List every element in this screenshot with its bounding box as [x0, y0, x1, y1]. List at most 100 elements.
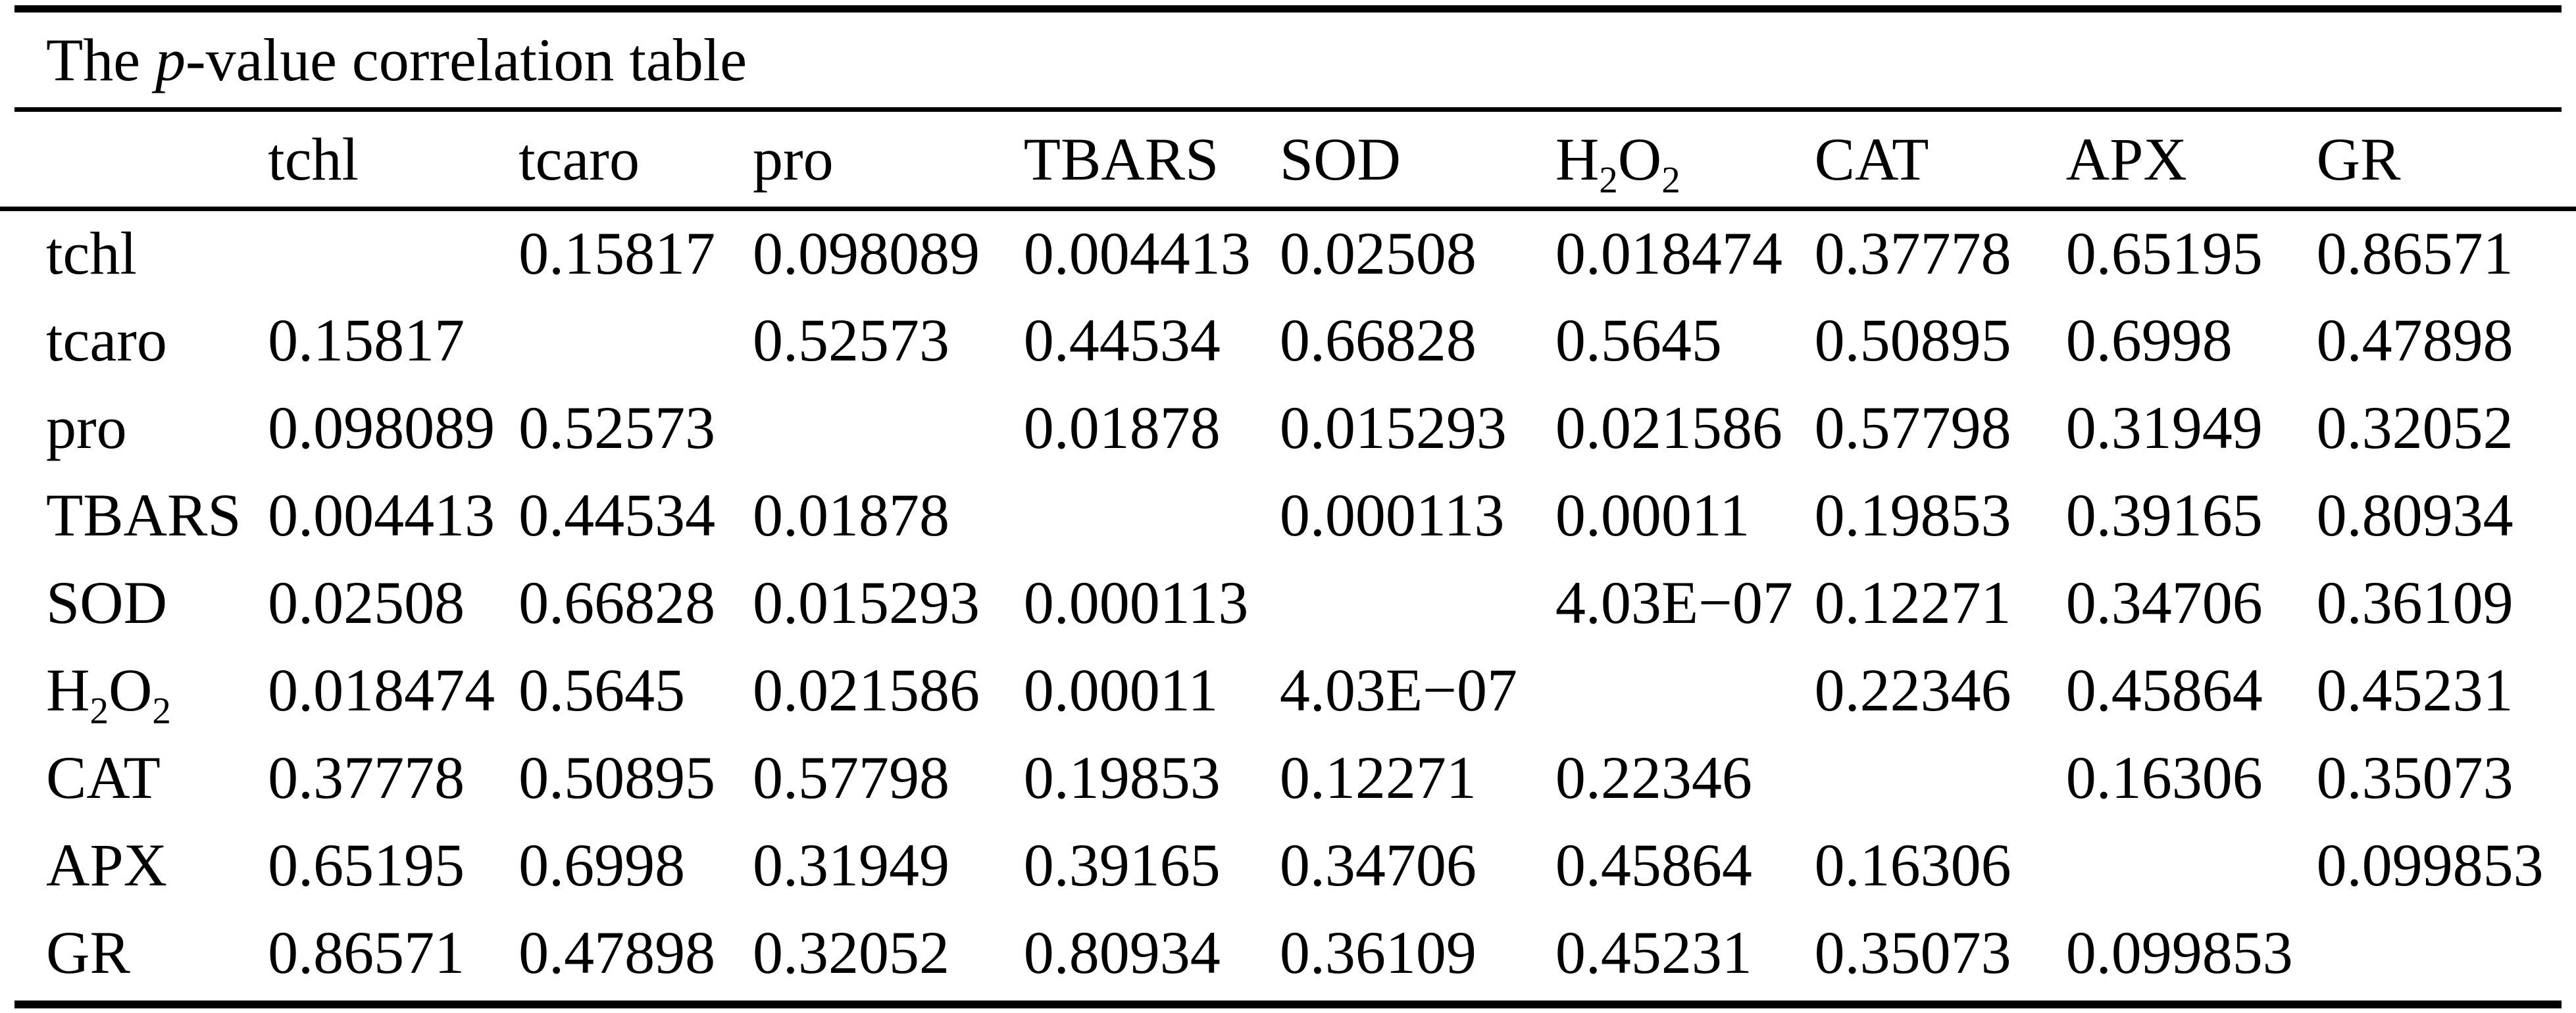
table-cell: 0.37778: [1814, 220, 2011, 287]
table-cell: 0.39165: [1023, 831, 1221, 899]
label-text: GR: [46, 918, 130, 986]
title-segment: The: [46, 26, 156, 93]
table-cell: 0.098089: [752, 220, 980, 287]
subscript: 2: [152, 689, 171, 731]
column-header: APX: [2066, 112, 2317, 209]
column-header: SOD: [1280, 112, 1555, 209]
table-cell: 0.86571: [268, 918, 465, 986]
row-label: SOD: [0, 558, 268, 646]
title-italic-segment: p: [155, 26, 186, 93]
table-cell: 0.65195: [2065, 220, 2263, 287]
table-cell: 0.5645: [1555, 306, 1722, 374]
table-cell: 0.31949: [752, 831, 949, 899]
table-cell: [518, 296, 753, 383]
table-cell: 4.03E−07: [1555, 568, 1793, 636]
label-text: APX: [46, 831, 168, 899]
table-body: tchl 0.15817 0.098089 0.004413 0.02508 0.0184…: [0, 209, 2576, 996]
table-header-row: tchl tcaro pro TBARS SOD H2O2 CAT APX GR: [0, 112, 2576, 209]
table-row: GR 0.86571 0.47898 0.32052 0.80934 0.36109 0.4…: [0, 908, 2576, 996]
top-rule: [14, 5, 2562, 12]
label-text: tchl: [268, 125, 359, 193]
table-cell: 0.099853: [2316, 831, 2544, 899]
row-label: APX: [0, 821, 268, 908]
table-cell: 0.12271: [1279, 743, 1477, 811]
row-label: TBARS: [0, 471, 268, 558]
table-cell: 0.37778: [268, 743, 465, 811]
label-text: pro: [752, 125, 834, 193]
table-row: APX 0.65195 0.6998 0.31949 0.39165 0.34706 0.4…: [0, 821, 2576, 908]
bottom-rule: [14, 1001, 2562, 1008]
table-cell: 0.01878: [1023, 393, 1221, 461]
table-cell: 0.004413: [268, 481, 495, 549]
label-text: TBARS: [1023, 125, 1219, 193]
table-cell: 0.36109: [1279, 918, 1477, 986]
table-cell: 0.45231: [1555, 918, 1752, 986]
label-text: GR: [2316, 125, 2401, 193]
table-cell: 0.021586: [752, 656, 980, 724]
table-cell: 0.44534: [518, 481, 716, 549]
table-cell: 0.45864: [1555, 831, 1752, 899]
table-cell: 0.32052: [2316, 393, 2513, 461]
table-row: TBARS 0.004413 0.44534 0.01878 0.000113 0.000…: [0, 471, 2576, 558]
title-segment: -value correlation table: [186, 26, 747, 93]
label-text: O: [108, 656, 153, 724]
table-cell: 0.015293: [752, 568, 980, 636]
table-cell: 0.32052: [752, 918, 949, 986]
table-cell: 0.57798: [752, 743, 949, 811]
table-cell: 0.098089: [268, 393, 495, 461]
label-text: tchl: [46, 220, 137, 287]
table-cell: 0.36109: [2316, 568, 2513, 636]
table-row: pro 0.098089 0.52573 0.01878 0.015293 0.02158…: [0, 383, 2576, 471]
table-cell: 0.44534: [1023, 306, 1221, 374]
row-label: GR: [0, 908, 268, 996]
column-header: tcaro: [518, 112, 753, 209]
table-cell: 0.52573: [752, 306, 949, 374]
table-cell: 0.018474: [268, 656, 495, 724]
title-rule: [14, 107, 2562, 112]
table-cell: [1815, 733, 2066, 821]
table-cell: 0.80934: [1023, 918, 1221, 986]
row-label: CAT: [0, 733, 268, 821]
table-cell: 0.00011: [1023, 656, 1219, 724]
table-cell: 0.12271: [1814, 568, 2011, 636]
table-cell: [2066, 821, 2317, 908]
table-cell: [268, 209, 518, 296]
table-cell: 0.57798: [1814, 393, 2011, 461]
table-row: SOD 0.02508 0.66828 0.015293 0.000113 4.03E−0…: [0, 558, 2576, 646]
table-cell: 0.50895: [1814, 306, 2011, 374]
label-text: SOD: [46, 568, 168, 636]
subscript: 2: [1661, 159, 1680, 201]
subscript: 2: [89, 689, 109, 731]
table-cell: 0.45231: [2316, 656, 2513, 724]
column-header: tchl: [268, 112, 518, 209]
label-text: tcaro: [518, 125, 640, 193]
table-title: The p-value correlation table: [46, 13, 2562, 107]
label-text: SOD: [1279, 125, 1401, 193]
table-cell: 0.02508: [268, 568, 465, 636]
label-text: CAT: [46, 743, 161, 811]
table-cell: 0.66828: [1279, 306, 1477, 374]
table-cell: 0.35073: [1814, 918, 2011, 986]
table-cell: 0.15817: [268, 306, 465, 374]
table-cell: 0.34706: [2065, 568, 2263, 636]
p-value-table: tchl tcaro pro TBARS SOD H2O2 CAT APX GR tchl 0.1…: [0, 112, 2576, 996]
label-text: APX: [2065, 125, 2187, 193]
table-cell: 0.80934: [2316, 481, 2513, 549]
table-cell: 0.47898: [518, 918, 716, 986]
table-cell: 0.015293: [1279, 393, 1507, 461]
table-cell: 0.86571: [2316, 220, 2513, 287]
label-text: H: [1555, 125, 1600, 193]
table-cell: 0.35073: [2316, 743, 2513, 811]
table-cell: 0.52573: [518, 393, 716, 461]
table-cell: 0.19853: [1023, 743, 1221, 811]
label-text: H: [46, 656, 90, 724]
table-row: tcaro 0.15817 0.52573 0.44534 0.66828 0.5645 0…: [0, 296, 2576, 383]
label-text: O: [1617, 125, 1662, 193]
table-cell: [1555, 646, 1815, 733]
table-cell: 0.45864: [2065, 656, 2263, 724]
table-cell: 0.47898: [2316, 306, 2513, 374]
table-cell: 0.099853: [2065, 918, 2293, 986]
table-cell: 0.31949: [2065, 393, 2263, 461]
row-label: tcaro: [0, 296, 268, 383]
column-header: [0, 112, 268, 209]
